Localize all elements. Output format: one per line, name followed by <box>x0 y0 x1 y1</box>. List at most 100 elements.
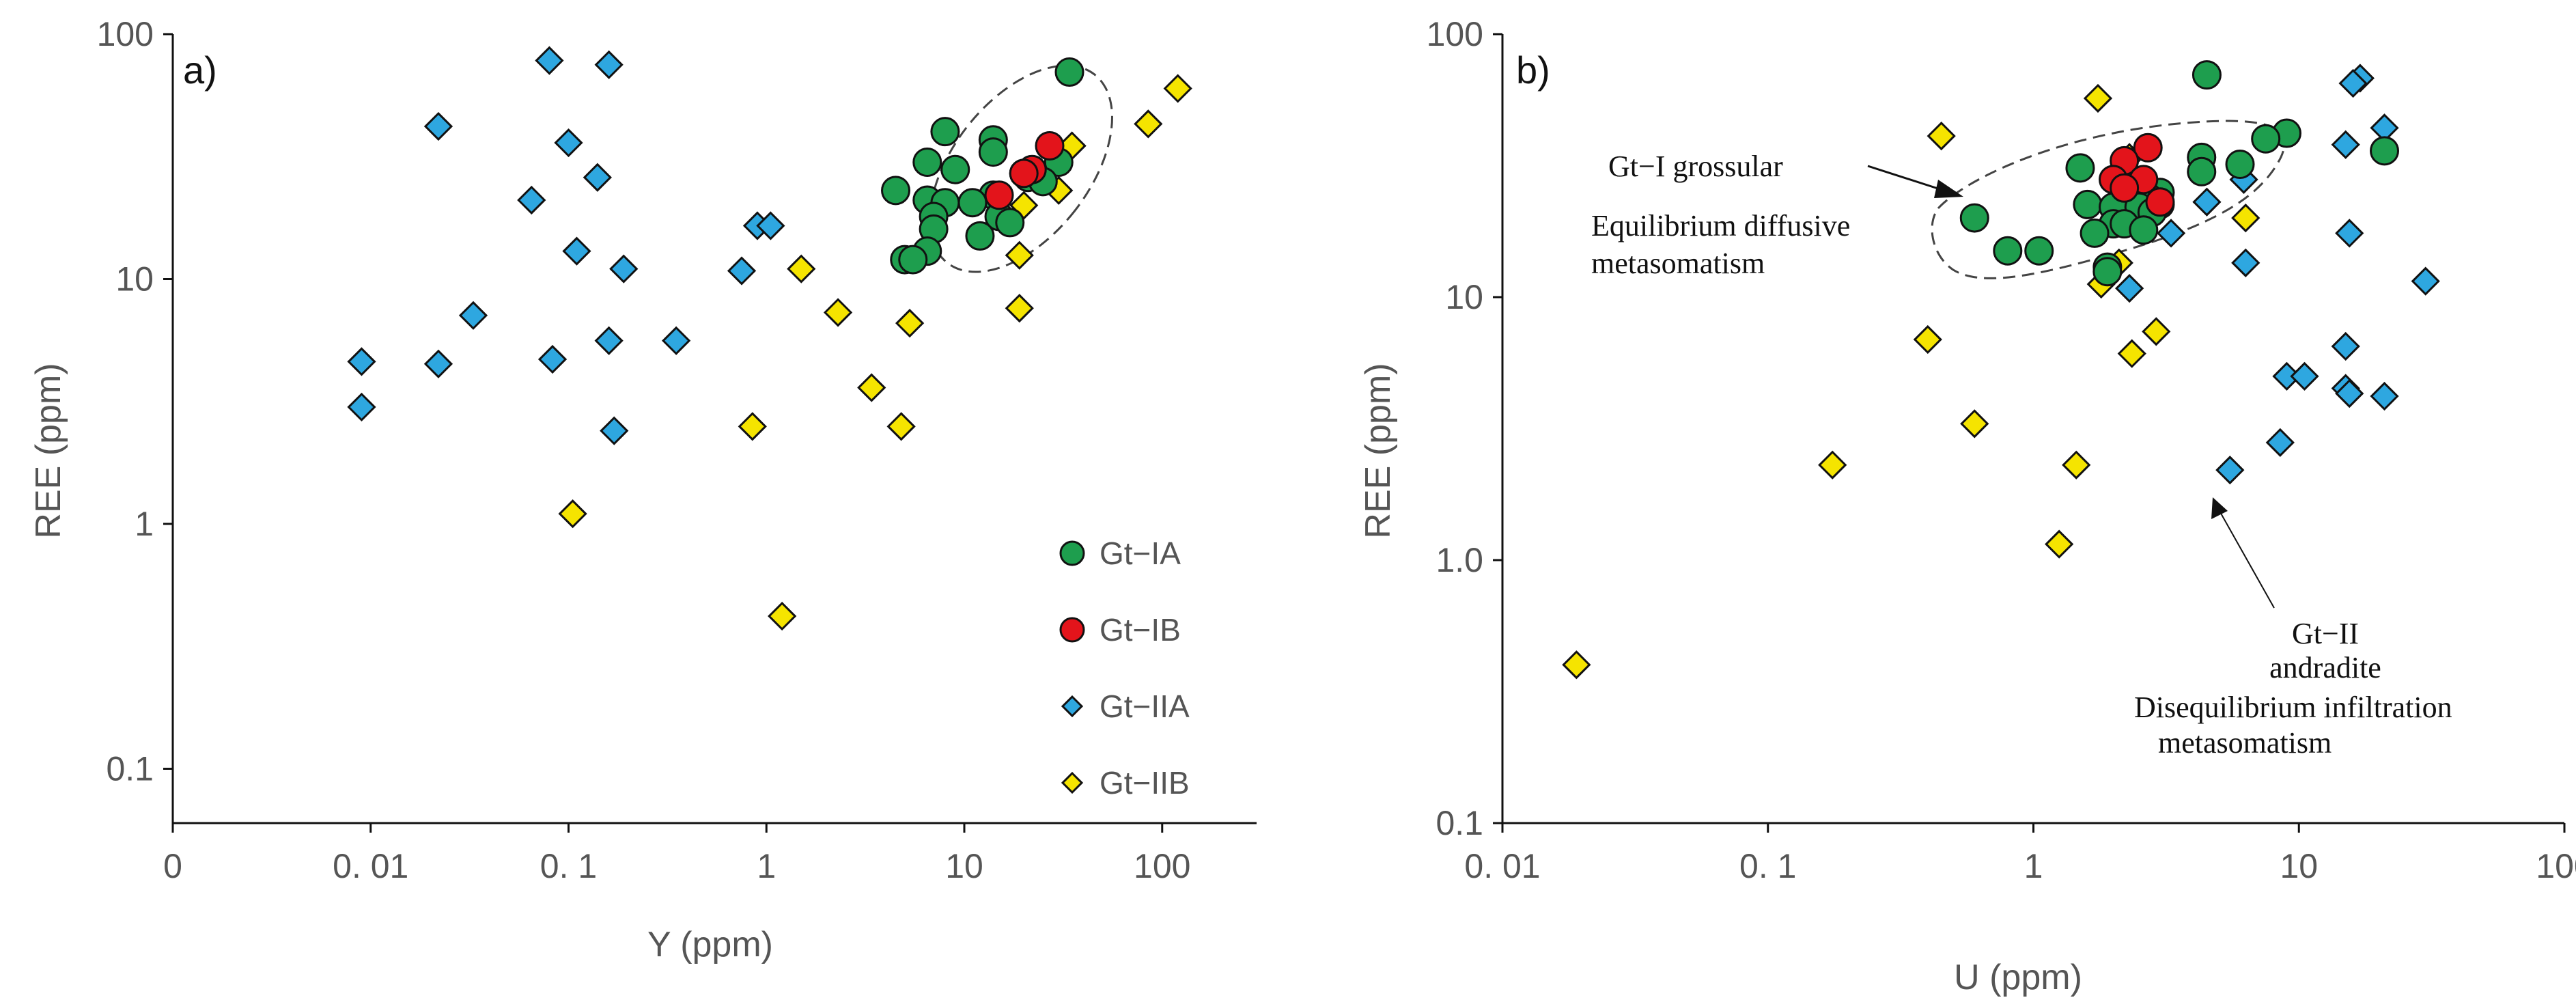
point-gt-iib <box>1818 450 1847 480</box>
panel-a-y-tick-label: 0.1 <box>106 749 154 788</box>
point-gt-ia <box>1959 203 1989 233</box>
panel-b-x-tick-label: 0. 01 <box>1464 847 1540 885</box>
point-gt-ib <box>2145 187 2175 217</box>
annotation-metasomatism-2: metasomatism <box>2158 726 2332 760</box>
annotation-gt-i-grossular: Gt−I grossular <box>1608 150 1783 183</box>
point-gt-iia <box>2290 361 2319 391</box>
legend-label-gt-ib: Gt−IB <box>1100 612 1181 648</box>
point-gt-iib <box>1005 294 1034 323</box>
legend-marker-gt-iia <box>1061 695 1084 718</box>
panel-a-xlabel: Y (ppm) <box>647 925 773 964</box>
panel-a-x-tick-label: 10 <box>945 847 983 885</box>
point-gt-iib <box>1960 409 1989 439</box>
point-gt-ib <box>984 180 1014 210</box>
point-gt-iia <box>2370 381 2399 411</box>
point-gt-iia <box>609 254 639 283</box>
point-gt-ia <box>2370 136 2400 166</box>
point-gt-iia <box>423 349 453 378</box>
point-gt-iib <box>2142 317 2171 346</box>
panel-b-y-tick-label: 10 <box>1445 278 1483 316</box>
point-gt-iia <box>423 111 453 141</box>
point-gt-ia <box>2225 150 2255 180</box>
point-gt-iia <box>2265 428 2295 457</box>
point-gt-ia <box>965 221 995 251</box>
point-gt-iib <box>857 373 886 402</box>
panel-a-x-tick-label: 0. 01 <box>333 847 408 885</box>
panel-a-legend: Gt−IA Gt−IB Gt−IIA Gt−IIB <box>1059 536 1190 801</box>
legend-marker-gt-ia <box>1059 540 1085 566</box>
point-gt-iia <box>347 347 376 376</box>
point-gt-ib <box>1035 130 1065 161</box>
panel-a-gt-i-cluster-ellipse <box>929 64 1113 273</box>
point-gt-ia <box>2080 218 2110 248</box>
panel-b-ylabel: REE (ppm) <box>1358 363 1398 538</box>
point-gt-iib <box>1913 324 1942 355</box>
point-gt-iib <box>558 499 587 529</box>
point-gt-ia <box>881 176 911 206</box>
point-gt-iia <box>554 128 583 158</box>
point-gt-ia <box>2092 257 2123 287</box>
point-gt-iib <box>886 412 916 441</box>
point-gt-ia <box>940 154 970 184</box>
panel-b-x-tick-label: 10 <box>2280 847 2318 885</box>
panel-a-x-tick-label: 0 <box>163 847 182 885</box>
point-gt-iib <box>1134 109 1163 139</box>
legend-label-gt-iib: Gt−IIB <box>1100 765 1190 801</box>
panel-a-y-tick-label: 1 <box>135 505 154 543</box>
panel-a-points <box>347 46 1192 631</box>
point-gt-iib <box>2231 203 2260 233</box>
point-gt-iia <box>2331 331 2360 361</box>
panel-b-x-tick-label: 0. 1 <box>1739 847 1796 885</box>
annotation-disequilibrium-infiltration: Disequilibrium infiltration <box>2134 691 2452 724</box>
panel-a: 0 0. 01 0. 1 1 10 100 0.1 1 10 100 a) Y (ppm) REE… <box>29 15 1257 964</box>
point-gt-iia <box>2156 219 2186 248</box>
panel-b-axes: 0. 01 0. 1 1 10 100 0.1 1.0 10 100 <box>1427 15 2576 885</box>
point-gt-iib <box>1562 650 1591 680</box>
point-gt-ia <box>2187 156 2217 186</box>
point-gt-iib <box>2117 339 2146 368</box>
panel-b-y-tick-label: 1.0 <box>1436 541 1483 579</box>
point-gt-iia <box>594 326 624 355</box>
point-gt-ia <box>1993 236 2023 266</box>
point-gt-iib <box>823 298 853 327</box>
point-gt-iia <box>562 236 591 266</box>
point-gt-ia <box>2192 60 2222 90</box>
panel-b-x-tick-label: 100 <box>2536 847 2576 885</box>
point-gt-ia <box>995 208 1025 238</box>
point-gt-iia <box>2192 187 2222 217</box>
point-gt-iib <box>738 412 767 441</box>
legend-marker-gt-ib <box>1059 617 1085 643</box>
point-gt-iib <box>768 601 797 631</box>
panel-b-label: b) <box>1516 48 1550 92</box>
arrow-gt-i-line <box>1867 165 1947 193</box>
point-gt-iib <box>1927 121 1956 151</box>
panel-b-points <box>1562 60 2440 680</box>
point-gt-ia <box>2073 189 2103 219</box>
point-gt-iib <box>1163 74 1192 103</box>
panel-b-xlabel: U (ppm) <box>1954 958 2082 997</box>
point-gt-iia <box>535 46 564 75</box>
point-gt-iib <box>2045 529 2074 559</box>
point-gt-iia <box>2335 219 2364 248</box>
annotation-andradite: andradite <box>2269 651 2381 684</box>
point-gt-ia <box>957 188 988 218</box>
panel-a-label: a) <box>183 48 217 92</box>
point-gt-iia <box>2115 274 2144 303</box>
panel-a-x-tick-label: 100 <box>1134 847 1190 885</box>
point-gt-ia <box>2065 153 2095 183</box>
panel-a-ylabel: REE (ppm) <box>29 363 68 538</box>
annotation-gt-ii: Gt−II <box>2292 617 2359 650</box>
panel-a-y-tick-label: 10 <box>115 260 154 298</box>
point-gt-iia <box>727 256 757 286</box>
point-gt-iia <box>2231 248 2260 277</box>
panel-b: 0. 01 0. 1 1 10 100 0.1 1.0 10 100 b) U (ppm) RE… <box>1358 15 2576 997</box>
point-gt-iia <box>2411 266 2440 296</box>
legend-label-gt-iia: Gt−IIA <box>1100 689 1190 724</box>
annotation-metasomatism-1: metasomatism <box>1591 247 1765 280</box>
panel-a-x-tick-label: 0. 1 <box>540 847 597 885</box>
point-gt-iia <box>2338 68 2368 98</box>
point-gt-ia <box>2251 124 2281 154</box>
point-gt-ib <box>1009 158 1039 189</box>
point-gt-ia <box>2024 236 2054 266</box>
